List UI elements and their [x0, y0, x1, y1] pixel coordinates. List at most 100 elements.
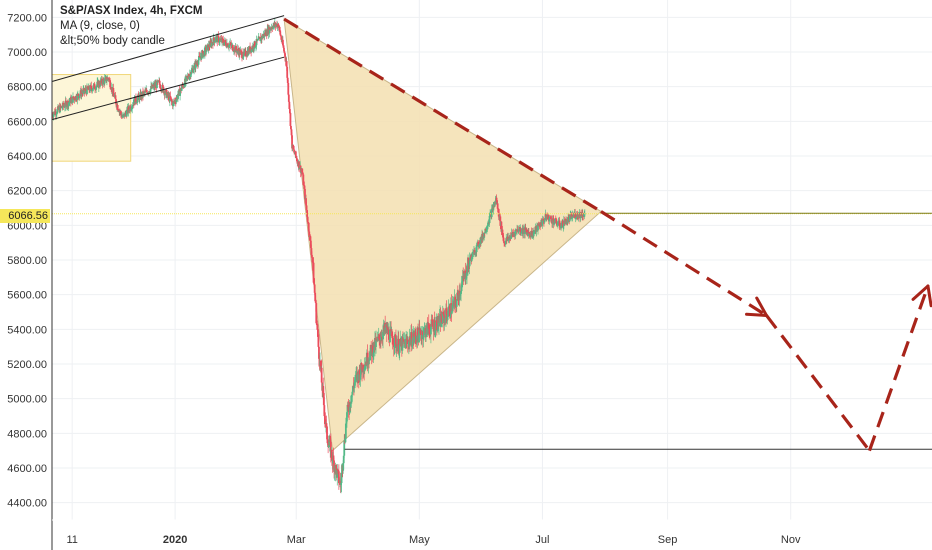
candle-body: [298, 168, 301, 170]
candle-body: [51, 114, 54, 117]
candle-body: [507, 238, 510, 240]
candle-body: [322, 392, 325, 406]
candle-body: [329, 441, 332, 458]
candle-body: [216, 35, 219, 43]
candle-body: [296, 161, 299, 163]
candle-body: [323, 405, 326, 417]
candle-body: [115, 99, 117, 105]
candle-body: [211, 42, 214, 44]
candle-body: [92, 88, 94, 90]
candle-body: [462, 276, 465, 278]
candle-body: [228, 44, 231, 46]
indicator-body-candle[interactable]: &lt;50% body candle: [60, 35, 165, 47]
candle-body: [79, 94, 81, 96]
candle-body: [434, 330, 437, 333]
candle-body: [181, 85, 184, 89]
time-axis[interactable]: 11 2020 Mar May Jul Sep Nov: [52, 519, 932, 546]
candle-body: [70, 98, 73, 104]
candle-body: [413, 337, 416, 341]
candle-body: [567, 217, 570, 219]
indicator-ma[interactable]: MA (9, close, 0): [60, 20, 140, 32]
candle-body: [311, 257, 314, 263]
candle-body: [289, 112, 292, 127]
candle-body: [520, 231, 523, 233]
candle-body: [417, 327, 419, 335]
candle-body: [55, 114, 58, 116]
candle-body: [326, 439, 329, 444]
candle-body: [542, 218, 545, 221]
candle-body: [428, 328, 431, 333]
candle-body: [72, 96, 75, 99]
candle-body: [430, 326, 432, 335]
price-tick-label: 6200.00: [7, 186, 47, 198]
candle-body: [410, 332, 413, 347]
candle-body: [227, 46, 230, 48]
candle-body: [336, 469, 339, 478]
candle-body: [277, 24, 279, 28]
candle-body: [129, 106, 132, 110]
candle-body: [474, 253, 476, 255]
candle-body: [265, 35, 268, 37]
chart-legend: S&P/ASX Index, 4h, FXCM MA (9, close, 0)…: [60, 4, 203, 49]
candle-body: [64, 100, 67, 107]
candle-body: [465, 275, 468, 279]
symbol-title[interactable]: S&P/ASX Index, 4h, FXCM: [60, 5, 203, 17]
candle-body: [136, 97, 139, 103]
candle-body: [463, 273, 466, 279]
trend-lines: [51, 15, 932, 450]
candle-body: [456, 292, 459, 300]
candle-body: [241, 51, 243, 58]
candle-body: [305, 198, 307, 206]
candle-body: [454, 299, 457, 305]
candle-body: [469, 256, 472, 261]
candle-body: [438, 315, 441, 323]
candle-body: [470, 253, 473, 261]
candle-body: [290, 126, 292, 130]
candle-body: [447, 308, 450, 316]
candle-body: [427, 323, 430, 329]
candle-body: [551, 218, 554, 224]
candle-body: [54, 111, 57, 116]
chart-grid: [52, 0, 932, 520]
candle-body: [292, 148, 295, 150]
candle-body: [149, 92, 151, 94]
candle-body: [99, 80, 102, 86]
candle-body: [555, 222, 558, 226]
candle-body: [209, 41, 212, 48]
candle-body: [363, 366, 366, 372]
candle-body: [514, 230, 517, 236]
candle-body: [313, 284, 316, 293]
candle-body: [461, 281, 464, 285]
candle-body: [532, 232, 535, 237]
candle-body: [516, 229, 519, 231]
candle-body: [91, 89, 94, 92]
candle-body: [286, 77, 289, 84]
candle-body: [271, 27, 274, 29]
candle-body: [455, 299, 458, 307]
candle-body: [464, 278, 467, 280]
candle-body: [392, 344, 395, 348]
candle-body: [239, 50, 242, 55]
candle-body: [375, 339, 377, 348]
candle-body: [303, 185, 306, 189]
candle-body: [217, 35, 220, 37]
candle-body: [196, 63, 199, 65]
candle-body: [497, 209, 500, 217]
candle-body: [359, 374, 362, 380]
candle-body: [418, 327, 420, 343]
candle-body: [184, 78, 186, 87]
price-tick-label: 6800.00: [7, 82, 47, 94]
candle-body: [80, 92, 83, 97]
candle-body: [353, 382, 356, 389]
candle-body: [86, 86, 89, 89]
price-axis[interactable]: 4400.00 4600.00 4800.00 5000.00 5200.00 5400.…: [0, 0, 53, 550]
candle-body: [185, 76, 187, 82]
candle-body: [215, 37, 218, 40]
candle-body: [530, 230, 533, 237]
candle-body: [159, 84, 162, 89]
candle-body: [519, 228, 522, 233]
candle-body: [396, 346, 399, 352]
candle-body: [569, 214, 572, 217]
candle-body: [177, 90, 180, 96]
